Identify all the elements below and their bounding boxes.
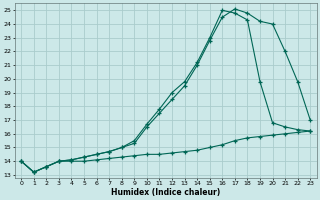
X-axis label: Humidex (Indice chaleur): Humidex (Indice chaleur) bbox=[111, 188, 220, 197]
